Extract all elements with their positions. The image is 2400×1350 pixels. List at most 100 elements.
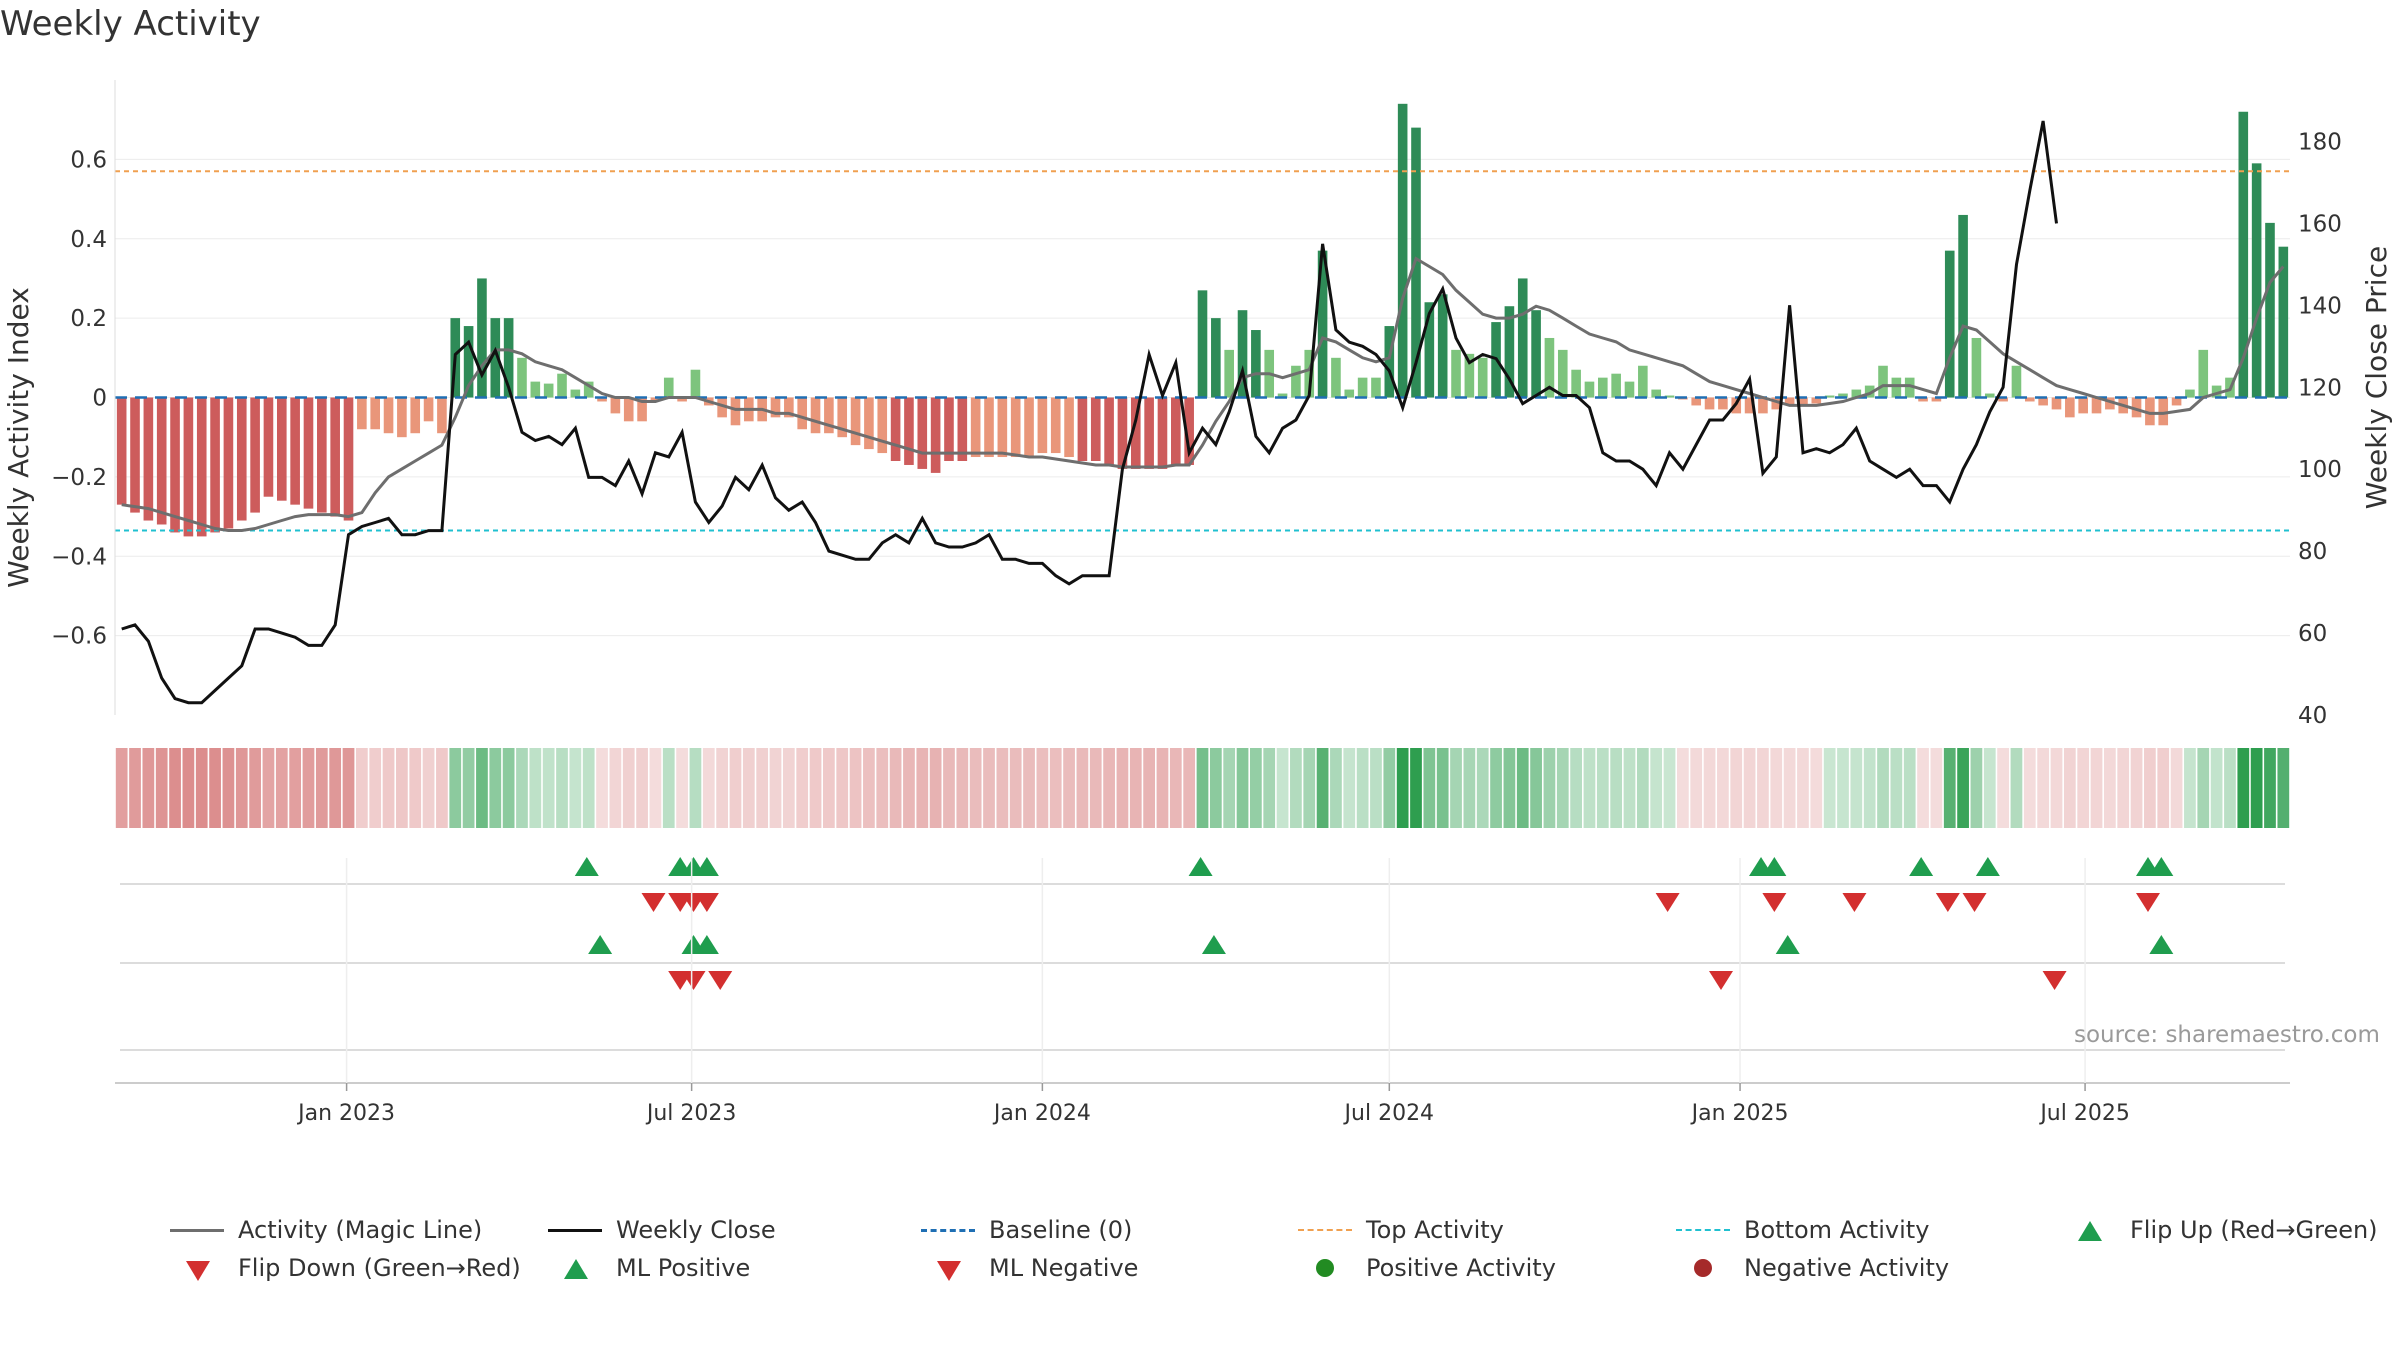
activity-bar	[2238, 111, 2249, 398]
reference-lines	[115, 170, 2290, 532]
activity-bar	[570, 389, 581, 398]
heat-cell	[422, 748, 435, 828]
activity-bar	[1624, 381, 1635, 398]
activity-bar	[1864, 385, 1875, 398]
activity-bar	[623, 397, 634, 422]
activity-bar	[210, 397, 220, 533]
heat-cell	[1370, 748, 1382, 828]
heat-cell	[1717, 748, 1729, 828]
heat-cell	[996, 748, 1009, 828]
activity-bar	[116, 397, 127, 505]
heat-cell	[1423, 748, 1436, 828]
heat-cell	[1837, 748, 1849, 828]
activity-bar	[690, 369, 701, 398]
heat-cell	[809, 748, 822, 828]
heat-cell	[195, 748, 208, 828]
heat-cell	[596, 748, 608, 828]
ml-positive-marker	[1775, 935, 1800, 954]
activity-bar	[1157, 397, 1168, 469]
x-tick-label: Jul 2025	[2038, 1101, 2130, 1126]
activity-bar	[1277, 393, 1288, 398]
heat-cell	[1797, 748, 1809, 828]
x-tick-label: Jan 2025	[1690, 1101, 1789, 1126]
activity-bar	[1304, 349, 1315, 398]
ml-positive-marker	[588, 935, 613, 954]
activity-bar	[997, 397, 1008, 458]
activity-bar	[650, 397, 661, 402]
activity-bar	[2251, 163, 2262, 398]
heat-cell	[1943, 748, 1956, 828]
activity-bar	[797, 397, 807, 430]
heat-cell	[662, 748, 675, 828]
heat-cell	[1009, 748, 1022, 828]
activity-bar	[2078, 397, 2088, 414]
heat-cell	[436, 748, 448, 828]
activity-bar	[677, 397, 687, 402]
heat-cell	[609, 748, 622, 828]
activity-bar	[2185, 389, 2195, 398]
activity-bar	[1544, 337, 1555, 398]
activity-bar	[1090, 397, 1101, 461]
heat-cell	[863, 748, 875, 828]
heat-cell	[1450, 748, 1462, 828]
activity-bar	[2105, 397, 2115, 410]
heat-cell	[1316, 748, 1329, 828]
activity-bar	[1931, 397, 1942, 402]
activity-bar	[1331, 357, 1341, 398]
activity-bar	[1357, 377, 1368, 398]
activity-bar	[463, 326, 474, 398]
activity-bar	[1504, 306, 1515, 398]
activity-bar	[770, 397, 781, 418]
activity-bar	[1251, 330, 1261, 398]
heat-cell	[1556, 748, 1569, 828]
heat-cell	[476, 748, 488, 828]
activity-bar	[1811, 397, 1822, 404]
heat-cell	[1343, 748, 1356, 828]
heat-cell	[2224, 748, 2236, 828]
activity-bar	[2145, 397, 2155, 426]
activity-bar	[1784, 397, 1795, 406]
ml-negative-marker	[2042, 971, 2067, 990]
heat-cell	[756, 748, 769, 828]
heat-cell	[1516, 748, 1529, 828]
ml-positive-marker	[694, 935, 719, 954]
heat-cell	[1076, 748, 1089, 828]
heat-cell	[2250, 748, 2263, 828]
heat-cell	[823, 748, 835, 828]
activity-bar	[1477, 357, 1488, 398]
heat-cell	[1209, 748, 1222, 828]
y-right-tick-label: 120	[2298, 375, 2342, 401]
heat-cell	[1183, 748, 1196, 828]
activity-bar	[970, 397, 981, 458]
heat-cell	[1663, 748, 1676, 828]
activity-bar	[517, 357, 527, 398]
activity-bar	[1171, 397, 1181, 465]
flip-down-marker	[694, 893, 719, 912]
activity-bar	[917, 397, 928, 469]
activity-bar	[2024, 397, 2035, 402]
activity-bar	[130, 397, 140, 513]
heat-cell	[2264, 748, 2276, 828]
heat-cell	[1997, 748, 2009, 828]
heat-cell	[262, 748, 275, 828]
heat-cell	[769, 748, 782, 828]
activity-bar	[383, 397, 394, 434]
heat-cell	[1877, 748, 1889, 828]
heat-cell	[1503, 748, 1516, 828]
heat-cell	[1543, 748, 1556, 828]
axes: −0.6 −0.4 −0.2 0 0.2 0.4 0.6 40 60 80 100 120 140 160…	[2, 80, 2393, 729]
heat-cell	[1890, 748, 1903, 828]
heat-cell	[1263, 748, 1276, 828]
activity-bar	[1584, 381, 1595, 398]
activity-bar	[1237, 310, 1248, 398]
heat-cell	[1303, 748, 1316, 828]
activity-bar	[1958, 214, 1968, 398]
activity-bar	[1024, 397, 1034, 458]
activity-bar	[810, 397, 821, 434]
y-right-tick-label: 180	[2298, 129, 2342, 155]
heat-cell	[1676, 748, 1689, 828]
x-tick-label: Jan 2023	[296, 1101, 395, 1126]
activity-bar	[1718, 397, 1728, 410]
heat-cell	[956, 748, 969, 828]
activity-bar	[1104, 397, 1114, 465]
